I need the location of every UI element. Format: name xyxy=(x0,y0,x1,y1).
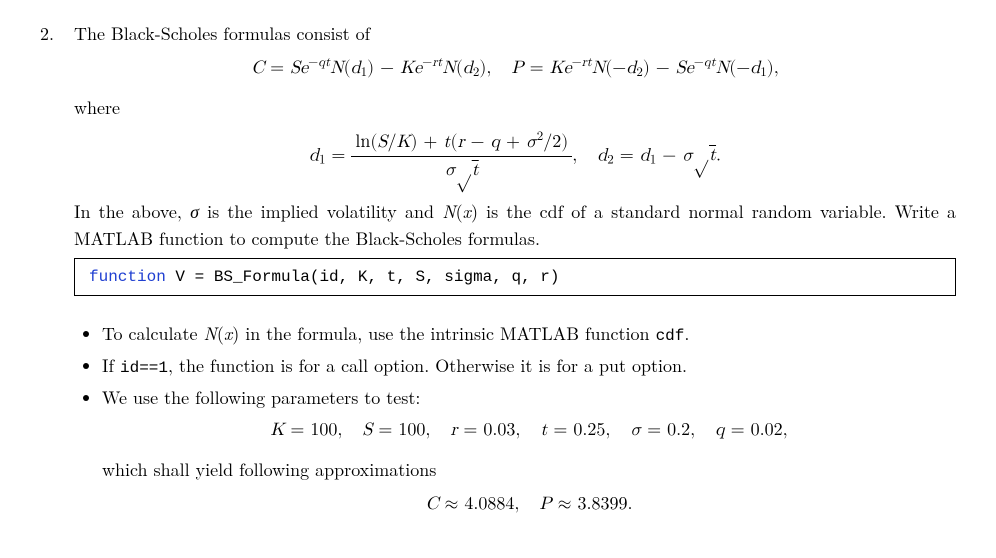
equation-cp: C = Se−qtN(d1) − Ke−rtN(d2),P = Ke−rtN(−… xyxy=(74,55,956,82)
body-text: In the above, σ is the implied volatilit… xyxy=(74,198,956,252)
matlab-signature: V = BS_Formula(id, K, t, S, sigma, q, r) xyxy=(166,268,560,286)
where-label: where xyxy=(74,94,956,121)
code-box: function V = BS_Formula(id, K, t, S, sig… xyxy=(74,258,956,296)
bullet-list: To calculate N(x) in the formula, use th… xyxy=(74,320,956,518)
problem-content: The Black-Scholes formulas consist of C … xyxy=(74,20,956,530)
problem-block: 2. The Black-Scholes formulas consist of… xyxy=(40,20,956,530)
intro-text: The Black-Scholes formulas consist of xyxy=(74,20,956,47)
bullet-1: To calculate N(x) in the formula, use th… xyxy=(102,320,956,348)
equation-d: d1 = ln(S/K) + t(r − q + σ2/2)σ√t,d2 = d… xyxy=(74,129,956,184)
bullet-2: If id==1, the function is for a call opt… xyxy=(102,352,956,380)
equation-approx: C ≈ 4.0884,P ≈ 3.8399. xyxy=(102,491,956,518)
problem-number: 2. xyxy=(40,20,62,530)
yield-text: which shall yield following approximatio… xyxy=(102,456,956,483)
equation-params: K = 100,S = 100,r = 0.03,t = 0.25,σ = 0.… xyxy=(102,417,956,444)
matlab-keyword: function xyxy=(89,268,166,286)
bullet-3: We use the following parameters to test:… xyxy=(102,384,956,518)
bullet-3-text: We use the following parameters to test: xyxy=(102,385,420,410)
